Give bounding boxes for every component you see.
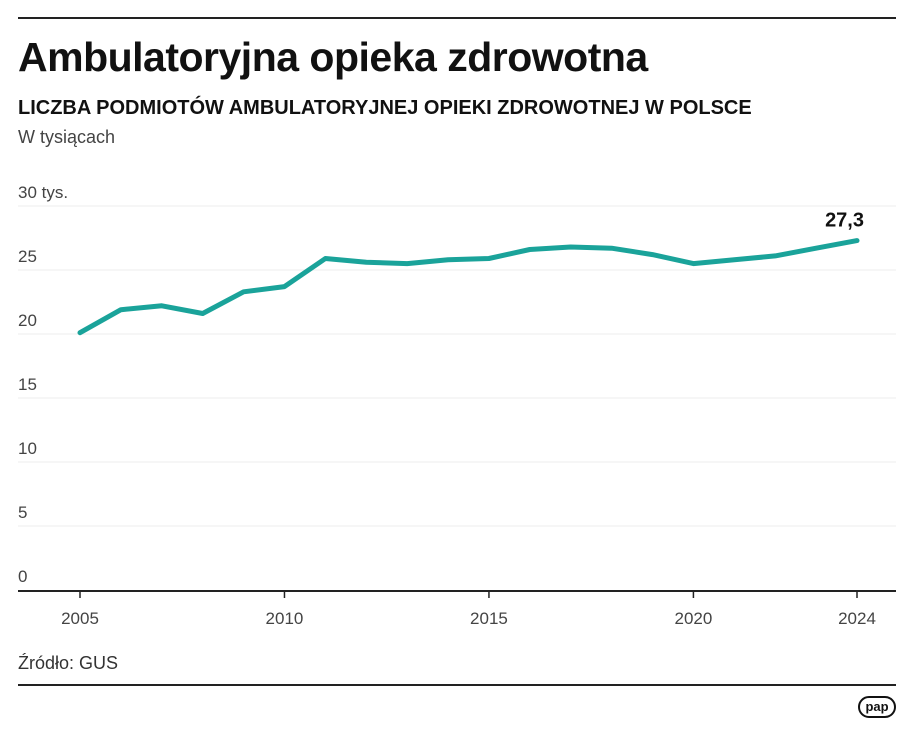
x-tick-label: 2005 <box>61 609 99 628</box>
x-tick-label: 2024 <box>838 609 876 628</box>
data-label: 27,3 <box>825 210 864 232</box>
line-chart: 0 5 10 15 20 25 30 tys. 2005 2010 2015 2020 2024 27,… <box>18 183 896 628</box>
chart-title: Ambulatoryjna opieka zdrowotna <box>18 34 648 80</box>
series-line <box>77 238 860 336</box>
bottom-rule <box>18 684 896 686</box>
y-tick-label: 15 <box>18 375 37 394</box>
top-rule <box>18 17 896 19</box>
y-tick-label: 20 <box>18 311 37 330</box>
unit-label: W tysiącach <box>18 127 116 147</box>
y-tick-label: 25 <box>18 247 37 266</box>
x-tick-label: 2015 <box>470 609 508 628</box>
x-tick-label: 2010 <box>266 609 304 628</box>
y-tick-label: 30 tys. <box>18 183 68 202</box>
y-tick-label: 10 <box>18 439 37 458</box>
x-tick-label: 2020 <box>675 609 713 628</box>
chart-subtitle: LICZBA PODMIOTÓW AMBULATORYJNEJ OPIEKI Z… <box>18 97 752 119</box>
y-tick-label: 0 <box>18 567 27 586</box>
source-note: Źródło: GUS <box>18 653 119 673</box>
y-tick-label: 5 <box>18 503 27 522</box>
pap-logo: pap <box>858 696 896 718</box>
